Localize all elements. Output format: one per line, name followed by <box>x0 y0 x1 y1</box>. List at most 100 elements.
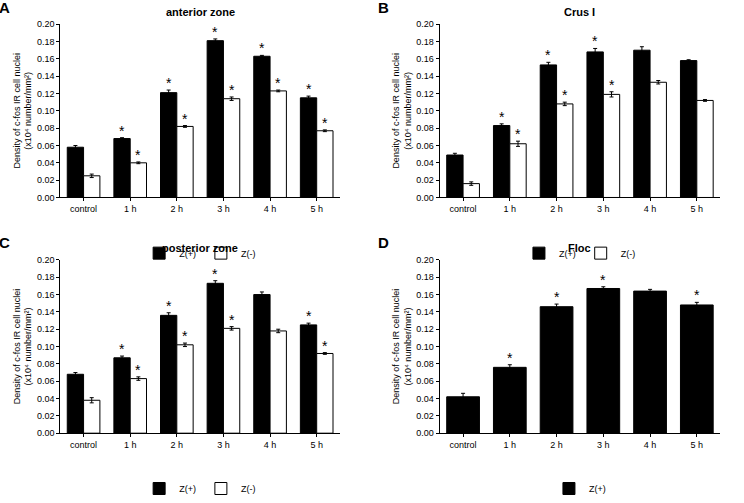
svg-text:0.12: 0.12 <box>37 89 55 99</box>
svg-text:control: control <box>450 204 477 214</box>
svg-text:*: * <box>554 289 560 305</box>
svg-text:1 h: 1 h <box>124 440 137 450</box>
svg-text:*: * <box>229 312 235 328</box>
svg-text:0.20: 0.20 <box>416 19 434 29</box>
svg-text:*: * <box>119 341 125 357</box>
svg-text:0.18: 0.18 <box>37 272 55 282</box>
svg-text:2 h: 2 h <box>171 440 184 450</box>
svg-text:2 h: 2 h <box>550 440 563 450</box>
svg-text:*: * <box>306 81 312 97</box>
svg-text:0.04: 0.04 <box>416 158 434 168</box>
svg-text:0.18: 0.18 <box>416 272 434 282</box>
svg-text:0.08: 0.08 <box>416 359 434 369</box>
svg-text:*: * <box>562 87 568 103</box>
svg-text:*: * <box>182 111 188 127</box>
svg-text:0.06: 0.06 <box>37 376 55 386</box>
svg-text:0.16: 0.16 <box>37 54 55 64</box>
svg-text:5 h: 5 h <box>691 440 704 450</box>
svg-text:0.10: 0.10 <box>416 106 434 116</box>
svg-text:A: A <box>0 0 10 16</box>
svg-text:0.02: 0.02 <box>37 175 55 185</box>
svg-text:*: * <box>609 77 615 93</box>
svg-text:control: control <box>450 440 477 450</box>
svg-text:control: control <box>70 440 97 450</box>
svg-text:B: B <box>378 0 389 16</box>
svg-text:0.06: 0.06 <box>416 141 434 151</box>
svg-text:0.10: 0.10 <box>416 342 434 352</box>
svg-text:0.08: 0.08 <box>37 123 55 133</box>
svg-text:*: * <box>275 75 281 91</box>
svg-text:*: * <box>507 350 513 366</box>
svg-text:0.16: 0.16 <box>416 290 434 300</box>
svg-text:0.08: 0.08 <box>37 359 55 369</box>
svg-text:Density of c-fos IR cell nucle: Density of c-fos IR cell nuclei(x10⁴ num… <box>12 53 34 169</box>
svg-text:*: * <box>694 287 700 303</box>
svg-text:*: * <box>212 266 218 282</box>
svg-text:0.04: 0.04 <box>37 394 55 404</box>
svg-text:0.02: 0.02 <box>37 411 55 421</box>
svg-text:*: * <box>499 109 505 125</box>
svg-text:D: D <box>378 234 389 251</box>
svg-text:0.04: 0.04 <box>37 158 55 168</box>
svg-text:*: * <box>182 328 188 344</box>
svg-text:0.14: 0.14 <box>416 71 434 81</box>
svg-text:0.00: 0.00 <box>416 193 434 203</box>
svg-text:Z(+): Z(+) <box>559 249 576 259</box>
svg-text:0.20: 0.20 <box>37 19 55 29</box>
svg-text:Z(+): Z(+) <box>589 484 606 494</box>
svg-text:0.00: 0.00 <box>37 193 55 203</box>
svg-text:*: * <box>119 123 125 139</box>
svg-text:0.14: 0.14 <box>37 71 55 81</box>
svg-text:Z(-): Z(-) <box>241 484 256 494</box>
svg-text:1 h: 1 h <box>504 204 517 214</box>
svg-text:Crus I: Crus I <box>564 6 595 18</box>
svg-text:0.06: 0.06 <box>37 141 55 151</box>
svg-text:*: * <box>600 272 606 288</box>
svg-text:Density of c-fos IR cell nucle: Density of c-fos IR cell nuclei(x10⁴ num… <box>391 53 413 169</box>
svg-text:0.12: 0.12 <box>416 324 434 334</box>
svg-text:5 h: 5 h <box>310 204 323 214</box>
svg-text:*: * <box>229 82 235 98</box>
svg-text:3 h: 3 h <box>597 440 610 450</box>
svg-text:4 h: 4 h <box>264 204 277 214</box>
svg-text:*: * <box>515 126 521 142</box>
svg-text:0.20: 0.20 <box>416 255 434 265</box>
svg-text:*: * <box>212 24 218 40</box>
svg-text:0.20: 0.20 <box>37 255 55 265</box>
svg-text:*: * <box>166 298 172 314</box>
svg-text:posterior zone: posterior zone <box>162 242 238 254</box>
svg-text:0.18: 0.18 <box>37 37 55 47</box>
svg-text:0.00: 0.00 <box>416 428 434 438</box>
svg-text:4 h: 4 h <box>264 440 277 450</box>
svg-text:0.12: 0.12 <box>416 89 434 99</box>
svg-text:*: * <box>322 338 328 354</box>
svg-text:4 h: 4 h <box>644 204 657 214</box>
svg-text:0.02: 0.02 <box>416 175 434 185</box>
svg-text:control: control <box>70 204 97 214</box>
svg-text:0.16: 0.16 <box>37 290 55 300</box>
svg-text:5 h: 5 h <box>310 440 323 450</box>
svg-text:2 h: 2 h <box>550 204 563 214</box>
svg-text:Density of c-fos IR cell nucle: Density of c-fos IR cell nuclei(x10⁴ num… <box>391 289 413 405</box>
svg-text:0.00: 0.00 <box>37 428 55 438</box>
svg-text:3 h: 3 h <box>217 204 230 214</box>
svg-text:0.06: 0.06 <box>416 376 434 386</box>
svg-text:3 h: 3 h <box>217 440 230 450</box>
svg-text:0.02: 0.02 <box>416 411 434 421</box>
svg-text:Density of c-fos IR cell nucle: Density of c-fos IR cell nuclei(x10⁴ num… <box>12 289 34 405</box>
svg-text:*: * <box>135 147 141 163</box>
svg-text:Z(+): Z(+) <box>179 484 196 494</box>
svg-text:*: * <box>545 47 551 63</box>
svg-text:1 h: 1 h <box>124 204 137 214</box>
svg-text:0.10: 0.10 <box>37 106 55 116</box>
svg-text:0.10: 0.10 <box>37 342 55 352</box>
svg-text:0.18: 0.18 <box>416 37 434 47</box>
svg-text:1 h: 1 h <box>504 440 517 450</box>
svg-text:*: * <box>166 75 172 91</box>
svg-text:Z(-): Z(-) <box>621 249 636 259</box>
svg-text:C: C <box>0 234 10 251</box>
svg-text:0.16: 0.16 <box>416 54 434 64</box>
svg-text:0.12: 0.12 <box>37 324 55 334</box>
svg-text:4 h: 4 h <box>644 440 657 450</box>
svg-text:anterior zone: anterior zone <box>166 6 235 18</box>
